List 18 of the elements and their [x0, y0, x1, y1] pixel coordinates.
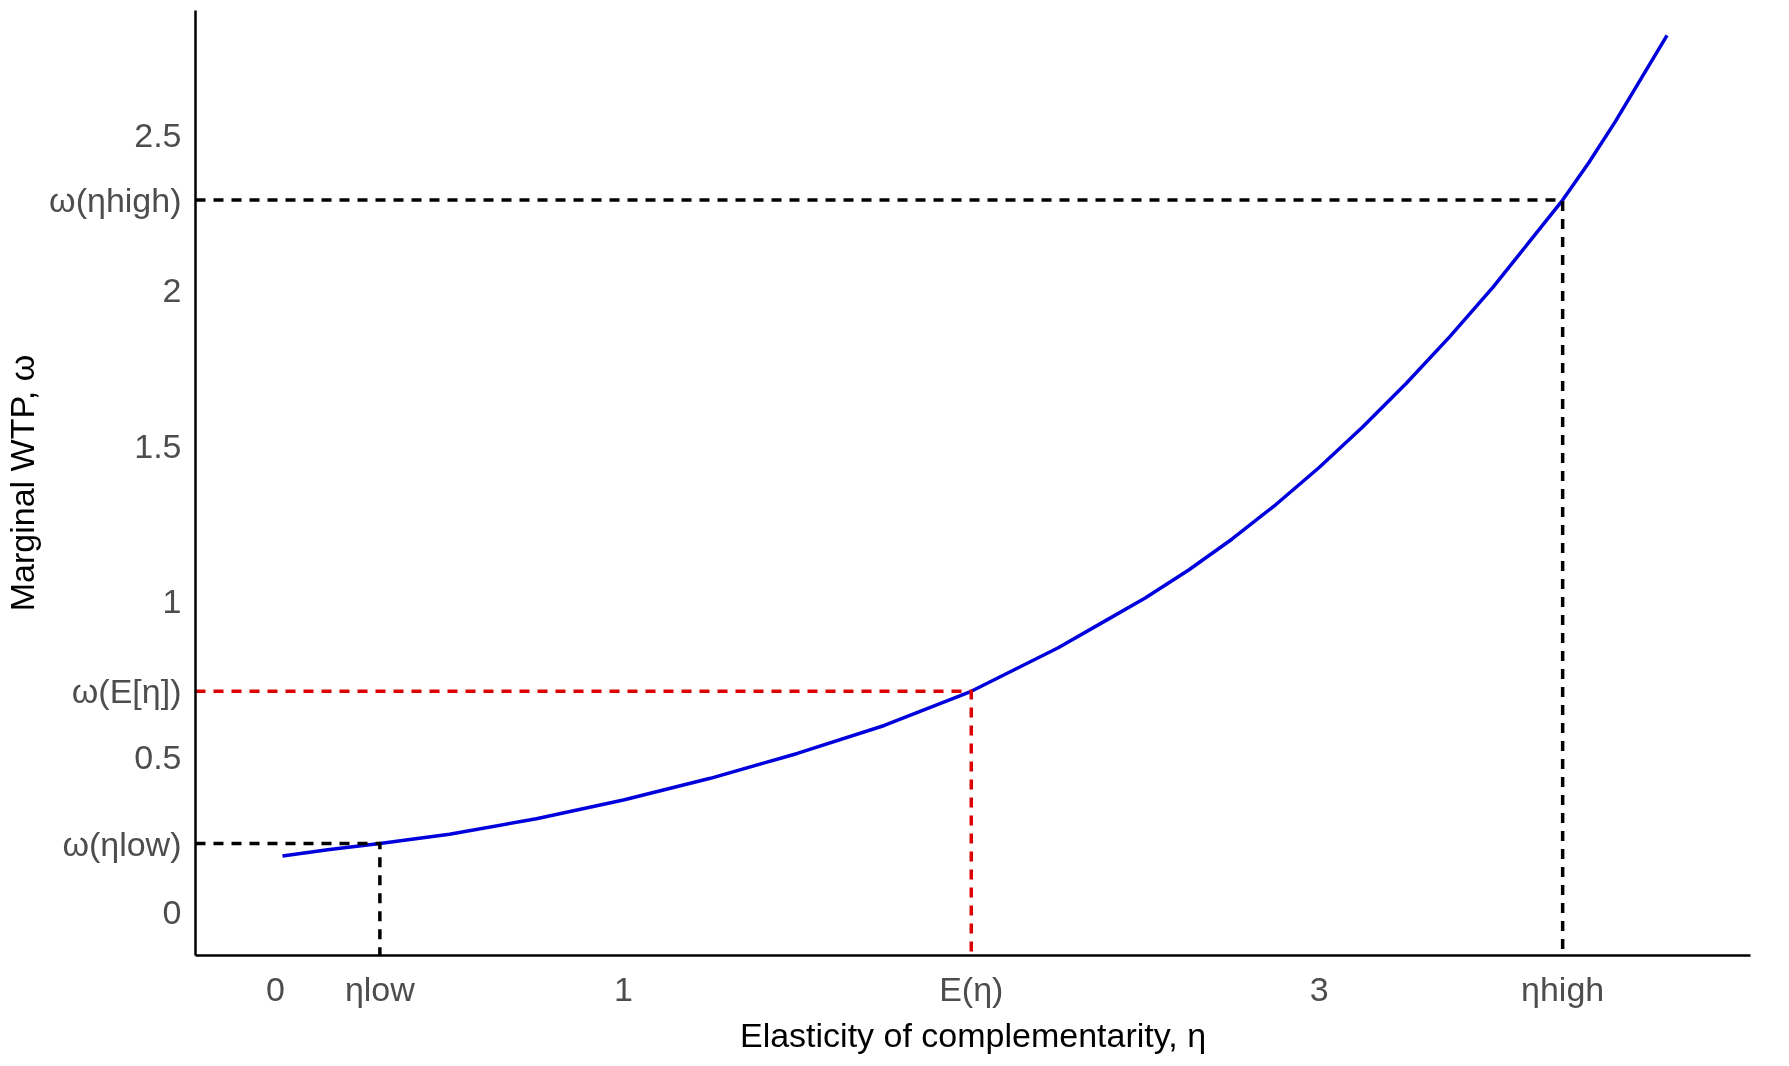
x-tick-label: ηhigh	[1521, 969, 1605, 1008]
y-tick-label: 0.5	[134, 737, 182, 776]
x-tick-label: 0	[266, 969, 285, 1008]
y-tick-label: 2.5	[134, 115, 182, 154]
y-tick-label: 2	[162, 271, 182, 310]
x-axis-title: Elasticity of complementarity, η	[739, 1015, 1207, 1054]
y-axis-title: Marginal WTP, ω	[3, 354, 42, 612]
x-tick-label: ηlow	[344, 969, 416, 1008]
y-tick-label: 1	[162, 582, 182, 621]
y-tick-label: 1.5	[134, 426, 182, 465]
x-tick-label: 3	[1309, 969, 1329, 1008]
y-tick-label: ω(ηlow)	[62, 824, 182, 863]
x-tick-label: 1	[613, 969, 633, 1008]
y-tick-label: ω(E[η])	[71, 672, 182, 711]
x-tick-label: E(η)	[939, 969, 1004, 1008]
y-tick-label: ω(ηhigh)	[49, 181, 182, 220]
line-series	[280, 33, 1669, 858]
y-tick-label: 0	[162, 892, 182, 931]
